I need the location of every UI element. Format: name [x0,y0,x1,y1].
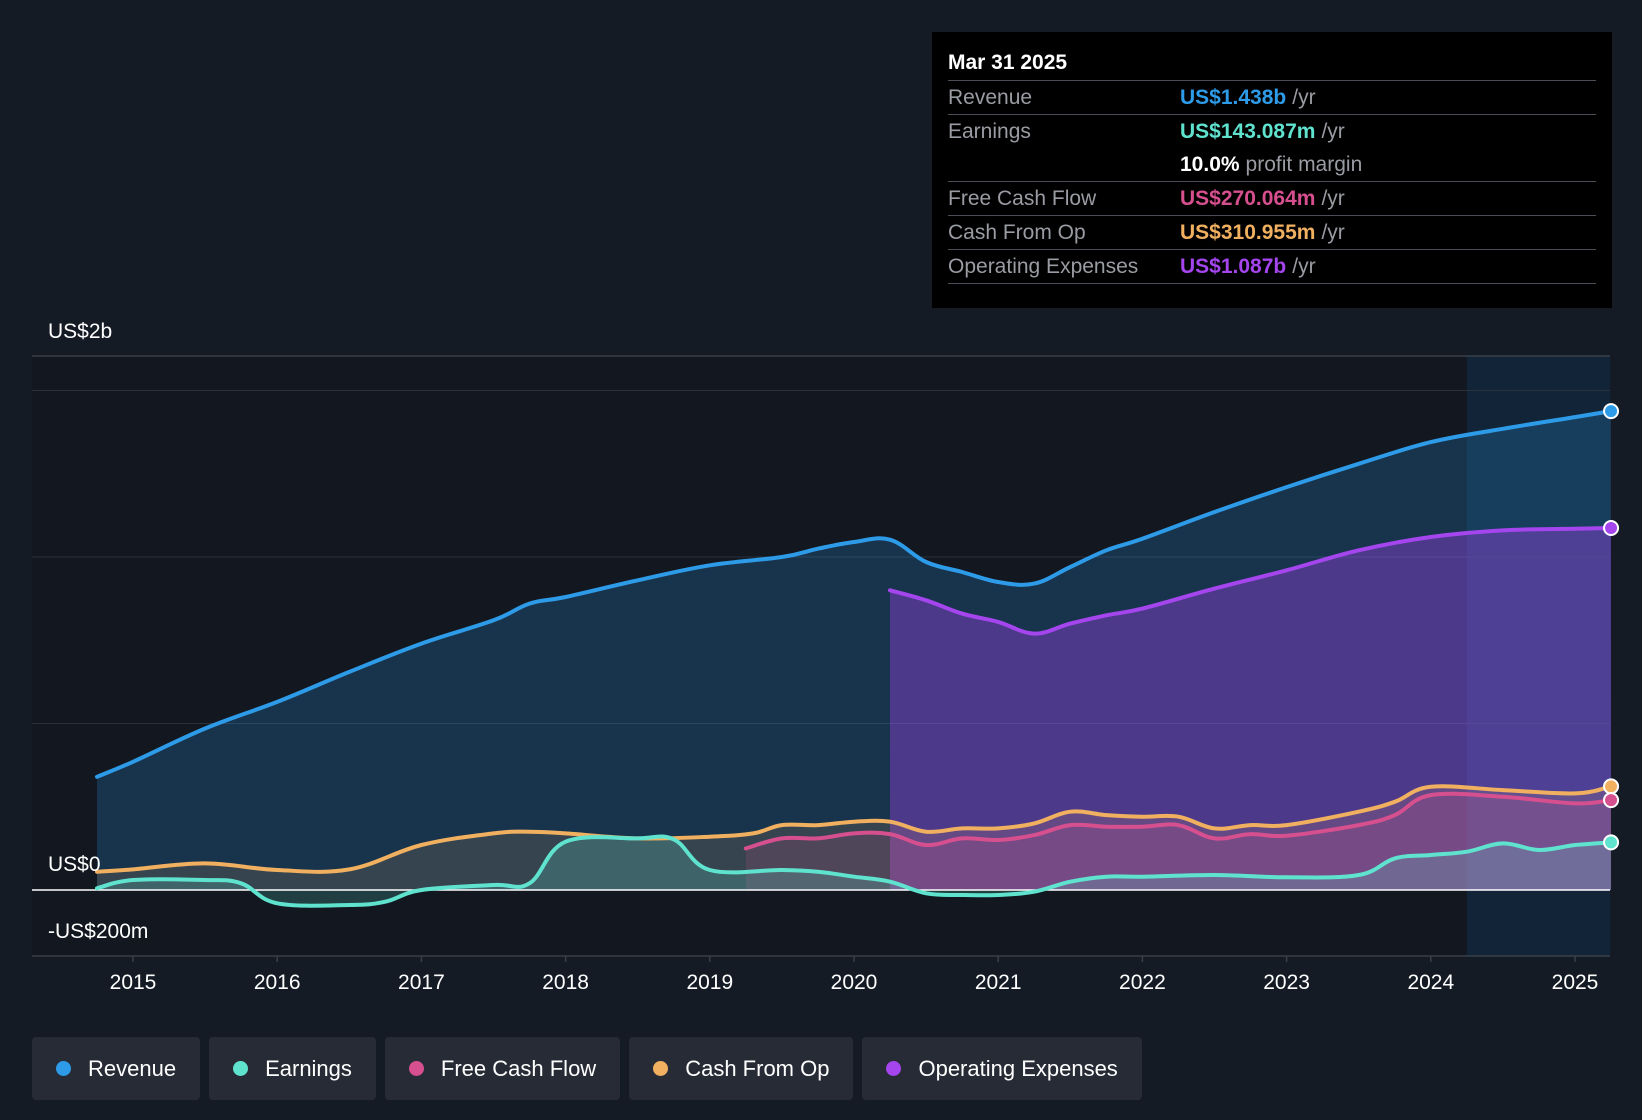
legend-label: Revenue [88,1055,177,1081]
tooltip-value: US$1.438b [1180,85,1287,109]
plot-background [32,356,1610,956]
y-label-top: US$2b [48,320,113,343]
line-operating-expenses [888,526,1613,636]
line-free-cash-flow [743,791,1613,851]
tooltip-unit: /yr [1321,220,1345,244]
tooltip-label: Free Cash Flow [948,186,1097,210]
legend: Revenue Earnings Free Cash Flow Cash Fro… [32,1037,1142,1100]
x-tick-label: 2024 [1407,971,1454,994]
tooltip-unit: /yr [1321,186,1345,210]
tooltip-row-cash-from-op: Cash From Op US$310.955m /yr [948,215,1596,249]
tooltip-row-free-cash-flow: Free Cash Flow US$270.064m /yr [948,181,1596,215]
series-endpoints [1603,403,1620,851]
tooltip-row-revenue: Revenue US$1.438b /yr [948,80,1596,114]
x-tick-label: 2020 [831,971,878,994]
x-tick-label: 2023 [1263,971,1310,994]
legend-label: Free Cash Flow [440,1055,597,1081]
endpoint-free-cash-flow[interactable] [1603,792,1620,809]
endpoint-operating-expenses[interactable] [1603,520,1620,537]
series-areas [96,411,1612,906]
endpoint-revenue[interactable] [1603,403,1620,420]
y-label-bottom: -US$200m [48,920,149,943]
tooltip-label: Cash From Op [948,220,1086,244]
x-axis: 2015 2016 2017 2018 2019 2020 2021 2022 2023 2024… [110,956,1599,994]
legend-dot-icon [233,1061,249,1076]
legend-dot-icon [886,1061,902,1076]
tooltip-label: Earnings [948,119,1031,143]
x-tick-label: 2016 [254,971,301,994]
tooltip: Mar 31 2025 Revenue US$1.438b /yr Earnin… [932,32,1612,308]
area-operating-expenses [890,528,1612,890]
tooltip-label: Operating Expenses [948,254,1139,278]
legend-label: Cash From Op [685,1055,830,1081]
legend-item-free-cash-flow[interactable]: Free Cash Flow [384,1037,621,1100]
x-tick-label: 2019 [686,971,733,994]
line-cash-from-op [95,784,1613,874]
legend-dot-icon [56,1061,71,1076]
tooltip-label: Revenue [948,85,1033,109]
legend-item-operating-expenses[interactable]: Operating Expenses [862,1037,1142,1100]
tooltip-value: US$270.064m [1180,186,1316,210]
legend-item-revenue[interactable]: Revenue [32,1037,201,1100]
tooltip-value: US$143.087m [1180,119,1316,143]
legend-item-cash-from-op[interactable]: Cash From Op [629,1037,854,1100]
x-tick-label: 2021 [975,971,1022,994]
legend-item-earnings[interactable]: Earnings [209,1037,376,1100]
x-tick-label: 2018 [542,971,589,994]
x-tick-label: 2025 [1552,971,1599,994]
y-label-zero: US$0 [48,853,101,876]
tooltip-date: Mar 31 2025 [948,51,1068,74]
area-free-cash-flow [745,793,1612,890]
tooltip-value: US$310.955m [1180,220,1316,244]
line-revenue [95,409,1613,779]
tooltip-unit: /yr [1321,119,1345,143]
legend-dot-icon [653,1061,669,1076]
legend-dot-icon [408,1061,424,1076]
line-earnings [95,834,1613,908]
area-revenue [96,411,1612,890]
tooltip-value: US$1.087b [1180,254,1287,278]
x-tick-label: 2017 [398,971,445,994]
endpoint-earnings[interactable] [1603,834,1620,851]
area-earnings [96,836,1612,906]
x-tick-label: 2015 [110,971,157,994]
x-tick-label: 2022 [1119,971,1166,994]
tooltip-unit: /yr [1292,85,1316,109]
tooltip-row-earnings: Earnings US$143.087m /yr [948,114,1596,148]
tooltip-unit: profit margin [1245,152,1363,176]
area-cash-from-op [96,786,1612,890]
legend-label: Operating Expenses [918,1055,1118,1081]
endpoint-cash-from-op[interactable] [1603,778,1620,795]
series-lines [95,409,1613,908]
legend-label: Earnings [265,1055,352,1081]
tooltip-value: 10.0% [1180,152,1240,176]
tooltip-row-operating-expenses: Operating Expenses US$1.087b /yr [948,249,1596,284]
tooltip-row-profit-margin: 10.0% profit margin [948,148,1596,181]
tooltip-unit: /yr [1292,254,1316,278]
gridlines [32,355,1610,957]
past-year-shade [1466,356,1610,956]
